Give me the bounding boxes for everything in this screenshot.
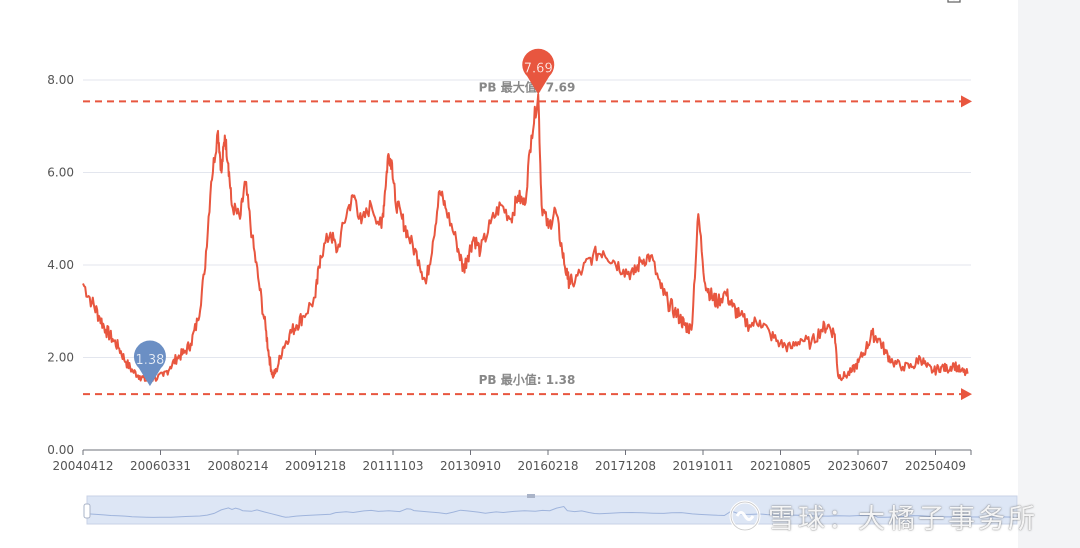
data-zoom-preview-line xyxy=(86,505,1014,518)
pb-series-line xyxy=(82,93,969,382)
y-tick-label: 0.00 xyxy=(47,443,74,457)
mark-line-arrow xyxy=(961,388,972,401)
y-tick-label: 4.00 xyxy=(47,258,74,272)
series-layer xyxy=(82,93,969,382)
y-tick-label: 6.00 xyxy=(47,166,74,180)
x-tick-label: 20080214 xyxy=(207,459,268,473)
x-tick-label: 20250409 xyxy=(905,459,966,473)
y-tick-label: 8.00 xyxy=(47,73,74,87)
x-axis: 20040412 20060331 20080214 20091218 20111103… xyxy=(52,449,972,473)
x-tick-label: 20230607 xyxy=(827,459,888,473)
x-tick-label: 20091218 xyxy=(285,459,346,473)
max-marker-pin xyxy=(522,48,555,95)
x-tick-label: 20130910 xyxy=(440,459,501,473)
mark-lines: PB 最大值: 7.69 PB 最小值: 1.38 xyxy=(83,79,972,401)
extreme-markers: 7.69 1.38 xyxy=(133,48,555,387)
x-tick-label: 20191011 xyxy=(672,459,733,473)
mark-line-arrow xyxy=(961,95,972,108)
data-zoom-left-handle[interactable] xyxy=(83,503,91,519)
pb-line-chart: 0.002.004.006.008.00 20040412 20060331 200… xyxy=(47,48,1018,525)
mark-line-label: PB 最小值: 1.38 xyxy=(479,372,576,387)
x-tick-label: 20171208 xyxy=(595,459,656,473)
data-zoom-slider[interactable] xyxy=(83,494,1018,525)
max-marker-label: 7.69 xyxy=(524,61,553,76)
x-tick-label: 20111103 xyxy=(362,459,423,473)
x-tick-label: 20040412 xyxy=(52,459,113,473)
watermark: 雪球：大橘子事务所 xyxy=(728,494,1038,538)
x-tick-label: 20160218 xyxy=(517,459,578,473)
y-tick-label: 2.00 xyxy=(47,351,74,365)
x-tick-label: 20060331 xyxy=(130,459,191,473)
mark-line-label: PB 最大值: 7.69 xyxy=(479,79,576,94)
min-marker-label: 1.38 xyxy=(135,353,164,368)
y-axis: 0.00 2.00 4.00 6.00 8.00 xyxy=(47,73,74,457)
right-gray-strip xyxy=(1018,0,1080,548)
data-zoom-move-handle[interactable] xyxy=(527,494,535,498)
x-tick-label: 20210805 xyxy=(750,459,811,473)
download-icon[interactable] xyxy=(946,0,962,6)
watermark-text: 雪球：大橘子事务所 xyxy=(768,503,1038,535)
xueqiu-logo-icon xyxy=(729,500,761,532)
min-marker-pin xyxy=(133,340,166,387)
grid-lines xyxy=(83,79,971,358)
